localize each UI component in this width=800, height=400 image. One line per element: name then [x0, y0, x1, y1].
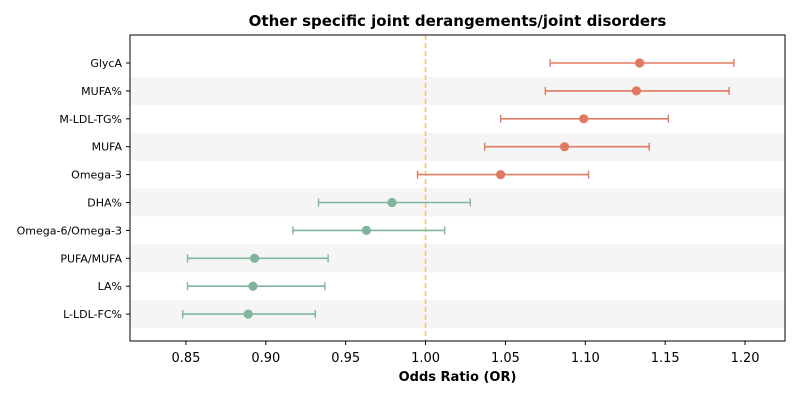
x-tick-label: 0.90 [251, 351, 280, 366]
x-tick-label: 1.00 [411, 351, 440, 366]
point-estimate [631, 86, 642, 96]
y-tick-label: M-LDL-TG% [59, 113, 122, 126]
y-tick-label: DHA% [87, 197, 122, 210]
point-estimate [248, 281, 258, 291]
y-tick-label: PUFA/MUFA [60, 252, 122, 265]
point-estimate [361, 225, 372, 235]
point-estimate [387, 197, 397, 208]
point-estimates [243, 58, 645, 319]
point-estimate [496, 170, 506, 180]
y-tick-label: LA% [98, 280, 122, 293]
y-tick-label: MUFA [92, 141, 123, 154]
point-estimate [243, 309, 253, 319]
x-tick-label: 0.85 [171, 351, 200, 366]
x-tick-label: 1.05 [491, 351, 520, 366]
y-axis-ticks: GlycA MUFA% M-LDL-TG% MUFA Omega-3 DHA% Omega-… [17, 57, 130, 321]
y-tick-label: Omega-6/Omega-3 [17, 224, 122, 237]
point-estimate [635, 58, 645, 68]
point-estimate [250, 253, 260, 263]
x-axis-ticks: 0.85 0.90 0.95 1.00 1.05 1.10 1.15 1.20 [171, 341, 760, 366]
x-tick-label: 1.15 [651, 351, 680, 366]
x-tick-label: 0.95 [331, 351, 360, 366]
chart-title: Other specific joint derangements/joint … [249, 12, 667, 30]
x-tick-label: 1.20 [731, 351, 760, 366]
row-band [130, 132, 785, 161]
point-estimate [579, 114, 589, 124]
point-estimate [559, 142, 570, 152]
y-tick-label: MUFA% [81, 85, 122, 98]
y-tick-label: L-LDL-FC% [63, 308, 122, 321]
y-tick-label: Omega-3 [71, 169, 122, 182]
x-tick-label: 1.10 [571, 351, 600, 366]
x-axis-label: Odds Ratio (OR) [399, 370, 517, 385]
y-tick-label: GlycA [90, 57, 122, 70]
plot-frame [129, 34, 786, 342]
